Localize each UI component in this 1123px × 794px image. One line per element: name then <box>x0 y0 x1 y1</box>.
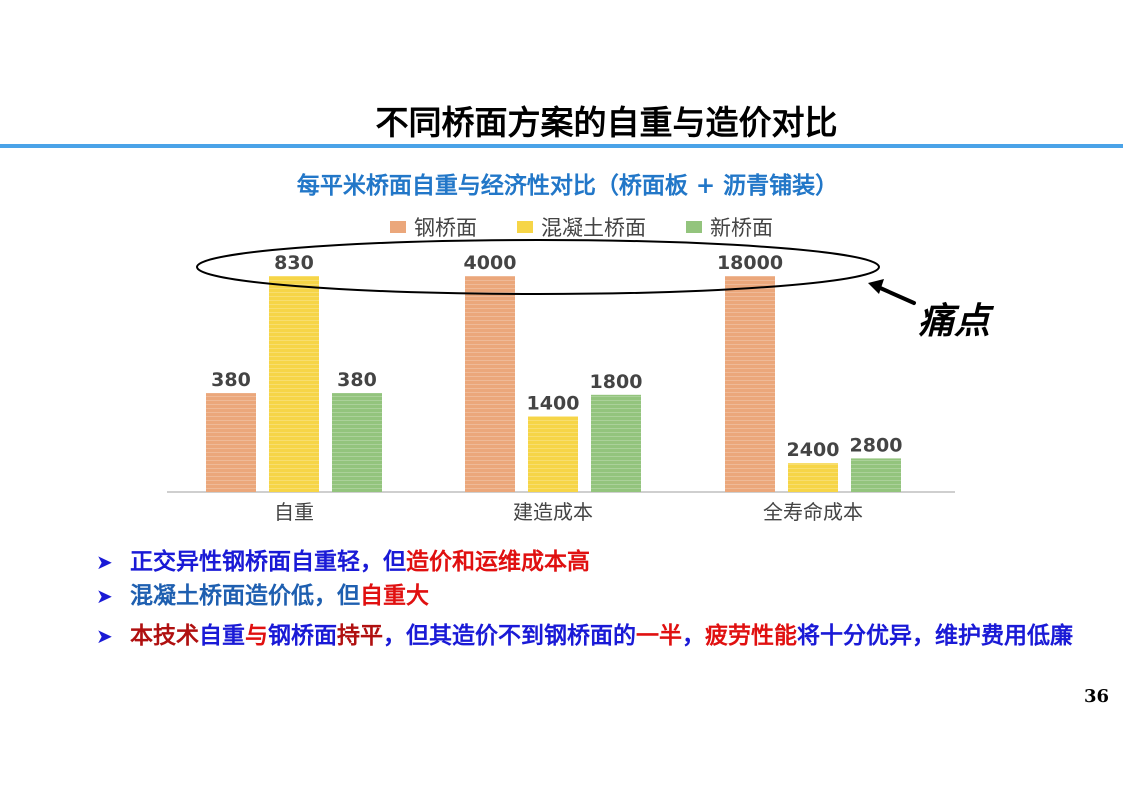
slide-title: 不同桥面方案的自重与造价对比 <box>375 103 838 142</box>
bullet-segment: 一半 <box>636 623 682 649</box>
title-divider <box>0 144 1123 148</box>
bullet-segment: 钢桥面 <box>268 623 337 649</box>
bar <box>465 276 515 492</box>
chart-legend: 钢桥面 混凝土桥面 新桥面 <box>0 212 1123 242</box>
category-label: 自重 <box>274 500 314 524</box>
bar <box>269 276 319 492</box>
data-label: 18000 <box>717 252 783 274</box>
chart-subtitle: 每平米桥面自重与经济性对比（桥面板 + 沥青铺装） <box>296 173 839 199</box>
bar <box>206 393 256 492</box>
bullet-segment: 造价和运维成本高 <box>406 549 590 575</box>
page-number: 36 <box>1084 686 1110 707</box>
bullet-text: 混凝土桥面造价低，但自重大 <box>130 583 429 609</box>
arrow-bullet-icon: ➤ <box>96 550 113 574</box>
legend-swatch-steel <box>390 221 406 233</box>
highlight-ellipse <box>196 239 880 295</box>
bullet-segment: 持平 <box>337 623 383 649</box>
bar <box>591 394 641 492</box>
legend-label-concrete: 混凝土桥面 <box>541 216 646 240</box>
bullet-segment: 本技术 <box>130 623 199 649</box>
bullet-item: ➤ 本技术自重与钢桥面持平，但其造价不到钢桥面的一半，疲劳性能将十分优异，维护费… <box>96 619 1086 653</box>
legend-item-new: 新桥面 <box>686 212 773 242</box>
data-label: 2400 <box>787 439 840 461</box>
callout-arrow-icon <box>868 279 916 305</box>
legend-item-concrete: 混凝土桥面 <box>517 212 646 242</box>
data-label: 380 <box>337 369 377 391</box>
bullet-segment: 将十分优异，维护费用低廉 <box>797 623 1073 649</box>
bullet-segment: ， <box>682 623 705 649</box>
bullet-segment: 正交异性钢桥面自重轻，但 <box>130 549 406 575</box>
bullet-segment: 混凝土桥面造价低，但 <box>130 583 360 609</box>
data-label: 1800 <box>590 371 643 393</box>
bullet-item: ➤ 正交异性钢桥面自重轻，但造价和运维成本高 <box>96 545 1086 579</box>
bar <box>528 416 578 492</box>
legend-swatch-concrete <box>517 221 533 233</box>
bullet-text: 本技术自重与钢桥面持平，但其造价不到钢桥面的一半，疲劳性能将十分优异，维护费用低… <box>130 623 1073 649</box>
bar <box>725 276 775 492</box>
bar <box>851 458 901 492</box>
data-label: 1400 <box>527 392 580 414</box>
bar <box>788 463 838 492</box>
category-label: 全寿命成本 <box>763 500 863 524</box>
bullet-segment: 自重 <box>199 623 245 649</box>
data-label: 830 <box>274 252 314 274</box>
bar <box>332 393 382 492</box>
arrow-bullet-icon: ➤ <box>96 584 113 608</box>
arrow-bullet-icon: ➤ <box>96 624 113 648</box>
bullet-segment: 疲劳性能 <box>705 623 797 649</box>
data-label: 4000 <box>464 252 517 274</box>
bullet-segment: 自重大 <box>360 583 429 609</box>
legend-label-steel: 钢桥面 <box>414 216 477 240</box>
data-label: 380 <box>211 369 251 391</box>
bullet-text: 正交异性钢桥面自重轻，但造价和运维成本高 <box>130 549 590 575</box>
data-label: 2800 <box>850 434 903 456</box>
bullet-segment: 与 <box>245 623 268 649</box>
category-label: 建造成本 <box>513 500 593 524</box>
pain-point-callout-label: 痛点 <box>918 301 991 342</box>
legend-label-new: 新桥面 <box>710 216 773 240</box>
bullet-segment: ，但其造价不到钢桥面的 <box>383 623 636 649</box>
bullet-list: ➤ 正交异性钢桥面自重轻，但造价和运维成本高 ➤ 混凝土桥面造价低，但自重大 ➤… <box>96 545 1086 653</box>
bullet-item: ➤ 混凝土桥面造价低，但自重大 <box>96 579 1086 613</box>
legend-swatch-new <box>686 221 702 233</box>
legend-item-steel: 钢桥面 <box>390 212 477 242</box>
